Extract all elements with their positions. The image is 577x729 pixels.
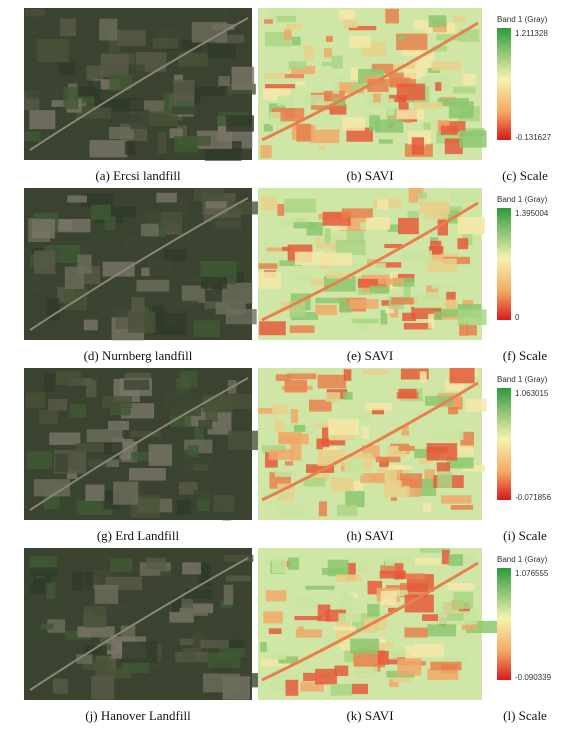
scale-min: -0.131627 <box>515 133 552 142</box>
caption: (g) Erd Landfill <box>97 528 180 543</box>
savi-image <box>258 8 487 160</box>
aerial-image <box>24 8 256 161</box>
caption: (i) Scale <box>503 528 547 543</box>
scale-title: Band 1 (Gray) <box>497 375 548 384</box>
scale-max: 1.076555 <box>515 569 549 578</box>
savi-image <box>258 368 487 520</box>
caption: (k) SAVI <box>346 708 393 723</box>
caption: (f) Scale <box>503 348 548 363</box>
caption: (l) Scale <box>503 708 547 723</box>
figure-row: Band 1 (Gray) 1.395004 0 (d) Nurnberg landf… <box>24 188 549 363</box>
aerial-image <box>24 548 267 700</box>
scale-title: Band 1 (Gray) <box>497 555 548 564</box>
aerial-image <box>24 188 259 341</box>
scale-bar <box>497 208 511 320</box>
scale-bar <box>497 568 511 680</box>
savi-image <box>258 548 498 700</box>
scale-bar <box>497 388 511 500</box>
caption: (d) Nurnberg landfill <box>84 348 193 363</box>
scale-bar <box>497 28 511 140</box>
caption: (b) SAVI <box>346 168 393 183</box>
caption: (a) Ercsi landfill <box>95 168 181 183</box>
figure-row: Band 1 (Gray) 1.063015 -0.071856 (g) Erd La… <box>24 368 552 543</box>
figure-row: Band 1 (Gray) 1.211328 -0.131627 (a) Ercsi … <box>24 8 552 183</box>
figure-row: Band 1 (Gray) 1.076555 -0.090339 (j) Hanove… <box>24 548 552 723</box>
caption: (c) Scale <box>502 168 548 183</box>
scale-max: 1.211328 <box>515 29 548 38</box>
scale-min: 0 <box>515 313 520 322</box>
scale-min: -0.090339 <box>515 673 552 682</box>
caption: (j) Hanover Landfill <box>85 708 191 723</box>
scale-title: Band 1 (Gray) <box>497 195 548 204</box>
aerial-image <box>24 368 266 521</box>
savi-image <box>258 188 487 340</box>
scale-min: -0.071856 <box>515 493 552 502</box>
scale-max: 1.063015 <box>515 389 549 398</box>
caption: (h) SAVI <box>346 528 393 543</box>
scale-max: 1.395004 <box>515 209 549 218</box>
scale-title: Band 1 (Gray) <box>497 15 548 24</box>
caption: (e) SAVI <box>347 348 393 363</box>
